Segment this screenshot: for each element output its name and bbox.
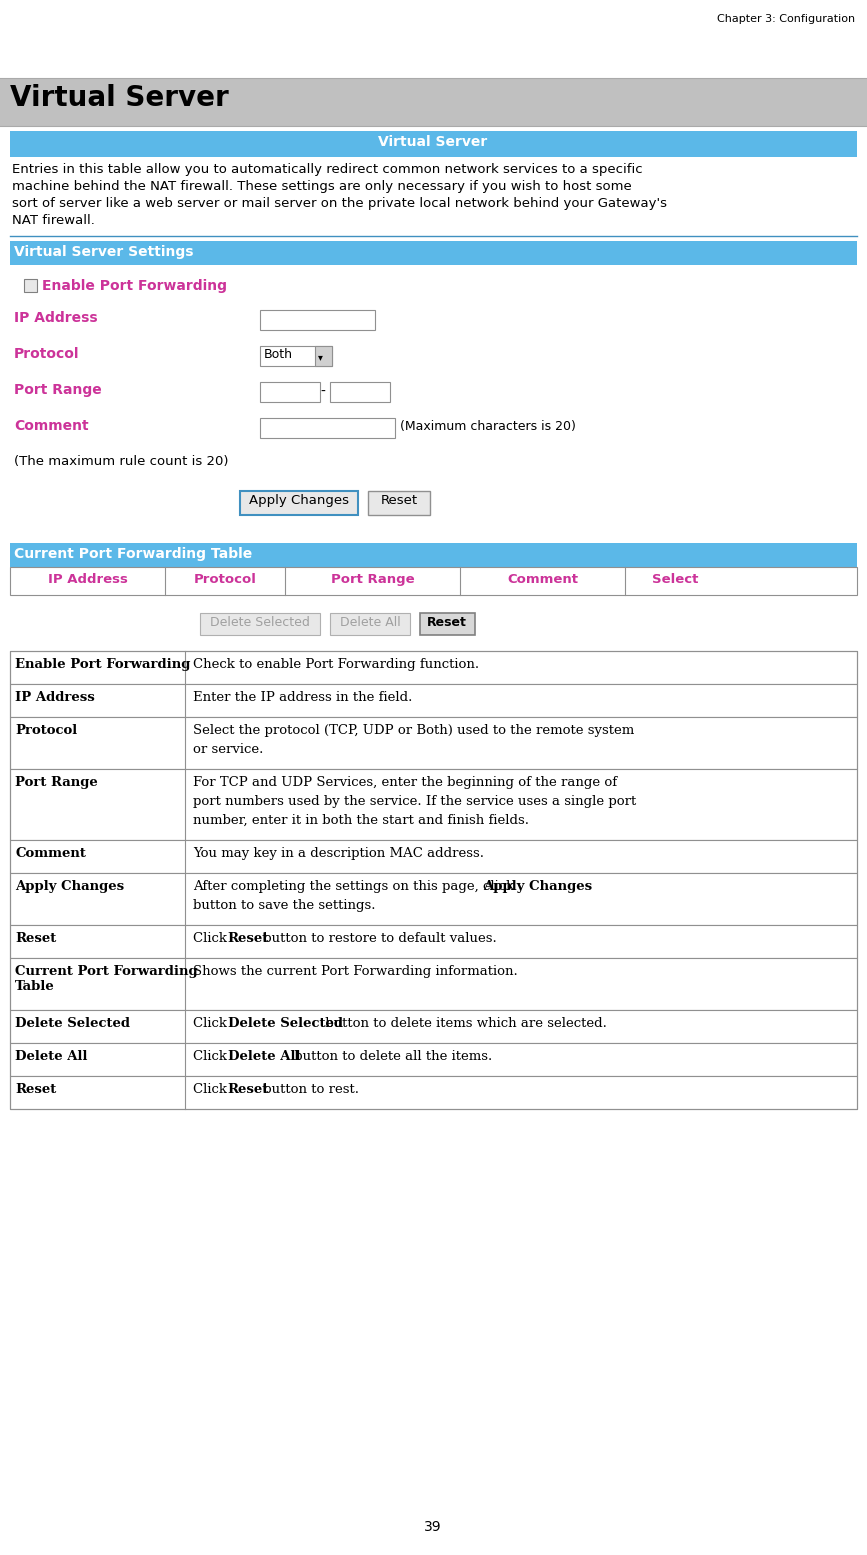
Bar — [240, 491, 358, 515]
Text: Apply Changes: Apply Changes — [249, 494, 349, 507]
Text: NAT firewall.: NAT firewall. — [12, 215, 95, 227]
Text: Select the protocol (TCP, UDP or Both) used to the remote system: Select the protocol (TCP, UDP or Both) u… — [193, 725, 635, 737]
Bar — [10, 717, 857, 770]
Bar — [10, 652, 857, 1109]
Text: button to delete all the items.: button to delete all the items. — [290, 1050, 492, 1064]
Bar — [10, 131, 857, 157]
Text: After completing the settings on this page, click: After completing the settings on this pa… — [193, 880, 518, 893]
Text: Virtual Server Settings: Virtual Server Settings — [14, 246, 193, 260]
Text: Delete Selected: Delete Selected — [210, 616, 310, 630]
Text: Shows the current Port Forwarding information.: Shows the current Port Forwarding inform… — [193, 966, 518, 978]
Text: Protocol: Protocol — [15, 725, 77, 737]
Text: Chapter 3: Configuration: Chapter 3: Configuration — [717, 14, 855, 23]
Text: Delete Selected: Delete Selected — [15, 1017, 130, 1029]
Text: Virtual Server: Virtual Server — [10, 84, 229, 112]
Text: Apply Changes: Apply Changes — [483, 880, 592, 893]
Bar — [0, 78, 867, 126]
Bar — [10, 958, 857, 1011]
Text: Delete All: Delete All — [228, 1050, 300, 1064]
Text: Enable Port Forwarding: Enable Port Forwarding — [42, 278, 227, 292]
Text: IP Address: IP Address — [14, 311, 98, 325]
Text: Select: Select — [652, 572, 698, 586]
Text: You may key in a description MAC address.: You may key in a description MAC address… — [193, 847, 484, 860]
Bar — [10, 1011, 857, 1043]
Text: Reset: Reset — [15, 1082, 56, 1096]
Text: Port Range: Port Range — [14, 383, 101, 397]
Bar — [10, 568, 857, 596]
Text: Protocol: Protocol — [14, 347, 80, 361]
Text: Comment: Comment — [507, 572, 578, 586]
Bar — [10, 684, 857, 717]
Text: Enter the IP address in the field.: Enter the IP address in the field. — [193, 690, 413, 704]
Text: Virtual Server: Virtual Server — [378, 135, 487, 149]
Text: sort of server like a web server or mail server on the private local network beh: sort of server like a web server or mail… — [12, 197, 667, 210]
Bar — [10, 840, 857, 872]
Text: IP Address: IP Address — [15, 690, 95, 704]
Text: Reset: Reset — [228, 931, 269, 945]
Bar — [10, 770, 857, 840]
Text: Enable Port Forwarding: Enable Port Forwarding — [15, 658, 191, 672]
Text: Comment: Comment — [15, 847, 86, 860]
Text: (The maximum rule count is 20): (The maximum rule count is 20) — [14, 456, 229, 468]
Bar — [260, 383, 320, 403]
Bar — [420, 613, 475, 634]
Bar — [10, 925, 857, 958]
Bar — [24, 278, 37, 292]
Text: Entries in this table allow you to automatically redirect common network service: Entries in this table allow you to autom… — [12, 163, 642, 176]
Bar — [10, 872, 857, 925]
Text: -: - — [321, 386, 325, 400]
Text: Port Range: Port Range — [330, 572, 414, 586]
Bar — [200, 613, 320, 634]
Text: button to save the settings.: button to save the settings. — [193, 899, 375, 911]
Text: For TCP and UDP Services, enter the beginning of the range of: For TCP and UDP Services, enter the begi… — [193, 776, 617, 788]
Text: Click: Click — [193, 1082, 231, 1096]
Text: Check to enable Port Forwarding function.: Check to enable Port Forwarding function… — [193, 658, 479, 672]
Text: Reset: Reset — [381, 494, 418, 507]
Text: Port Range: Port Range — [15, 776, 98, 788]
Text: Current Port Forwarding
Table: Current Port Forwarding Table — [15, 966, 198, 994]
Bar — [260, 418, 395, 439]
Bar — [10, 241, 857, 264]
Bar — [10, 1043, 857, 1076]
Bar — [368, 491, 430, 515]
Bar — [260, 347, 332, 365]
Text: Apply Changes: Apply Changes — [15, 880, 124, 893]
Text: Current Port Forwarding Table: Current Port Forwarding Table — [14, 547, 252, 561]
Bar — [10, 264, 857, 485]
Bar — [10, 543, 857, 568]
Text: port numbers used by the service. If the service uses a single port: port numbers used by the service. If the… — [193, 795, 636, 809]
Text: Delete Selected: Delete Selected — [228, 1017, 342, 1029]
Text: Both: Both — [264, 348, 293, 361]
Text: Delete All: Delete All — [15, 1050, 88, 1064]
Text: Reset: Reset — [427, 616, 467, 630]
Text: (Maximum characters is 20): (Maximum characters is 20) — [400, 420, 576, 432]
Text: button to rest.: button to rest. — [259, 1082, 359, 1096]
Text: Reset: Reset — [15, 931, 56, 945]
Text: IP Address: IP Address — [48, 572, 127, 586]
Text: Reset: Reset — [228, 1082, 269, 1096]
Text: Click: Click — [193, 931, 231, 945]
Bar — [10, 1076, 857, 1109]
Text: button to delete items which are selected.: button to delete items which are selecte… — [321, 1017, 607, 1029]
Text: Protocol: Protocol — [193, 572, 257, 586]
Text: ▾: ▾ — [318, 351, 323, 362]
Bar — [10, 652, 857, 684]
Bar — [330, 613, 410, 634]
Text: Comment: Comment — [14, 418, 88, 432]
Text: Click: Click — [193, 1050, 231, 1064]
Text: button to restore to default values.: button to restore to default values. — [259, 931, 497, 945]
Bar — [260, 309, 375, 330]
Bar — [330, 383, 390, 403]
Bar — [315, 347, 332, 365]
Text: number, enter it in both the start and finish fields.: number, enter it in both the start and f… — [193, 813, 529, 827]
Text: Click: Click — [193, 1017, 231, 1029]
Text: Delete All: Delete All — [340, 616, 401, 630]
Text: or service.: or service. — [193, 743, 264, 756]
Text: machine behind the NAT firewall. These settings are only necessary if you wish t: machine behind the NAT firewall. These s… — [12, 180, 632, 193]
Text: 39: 39 — [424, 1519, 442, 1533]
